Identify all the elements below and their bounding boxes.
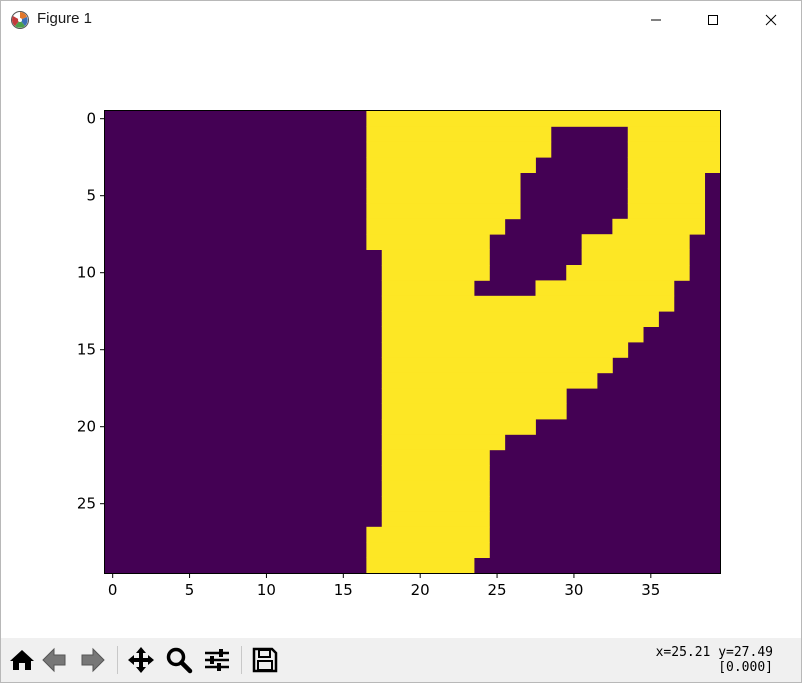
heatmap-cell-run [381,465,490,481]
cursor-coordinates: x=25.21 y=27.49 [0.000] [656,645,773,675]
title-bar[interactable]: Figure 1 [1,1,801,39]
heatmap-cell-run [366,141,552,158]
x-tick-label: 20 [411,581,430,599]
close-button[interactable] [748,1,794,39]
x-tick-label: 30 [564,581,583,599]
heatmap-cell-run [366,172,521,189]
heatmap-cell-run [381,249,490,266]
axes-frame [104,110,721,574]
heatmap-cell-run [366,542,490,558]
minimize-icon [651,19,661,21]
heatmap-cell-run [381,434,506,451]
x-tick-label: 5 [185,581,195,599]
matplotlib-icon [11,11,29,29]
x-axis: 0 5 10 15 20 25 30 35 [108,573,660,599]
heatmap-cell-run [627,126,721,143]
x-tick-label: 0 [108,581,118,599]
heatmap-cell-run [366,157,536,173]
sliders-icon [205,649,229,671]
arrow-right-icon [81,647,105,673]
y-tick-label: 20 [77,418,96,436]
heatmap-cell-run [381,496,490,512]
y-tick-label: 15 [77,341,96,359]
heatmap-cells [105,111,721,574]
navigation-toolbar: x=25.21 y=27.49 [0.000] [1,638,801,682]
y-axis: 0 5 10 15 20 25 [77,110,105,513]
heatmap-cell-run [366,203,521,220]
heatmap-cell-run [535,280,675,297]
forward-button[interactable] [78,645,108,675]
heatmap-cell-run [627,188,706,204]
maximize-icon [708,15,718,25]
configure-subplots-button[interactable] [202,645,232,675]
minimize-button[interactable] [633,1,679,39]
x-tick-label: 25 [488,581,507,599]
zoom-button[interactable] [164,645,194,675]
heatmap-cell-run [627,141,721,158]
heatmap-cell-run [381,265,490,281]
heatmap-cell-run [366,111,721,127]
save-button[interactable] [250,645,280,675]
floppy-disk-icon [252,647,278,673]
heatmap-cell-run [381,419,536,435]
heatmap-cell-run [627,157,721,173]
heatmap-cell-run [366,234,490,250]
x-tick-label: 15 [334,581,353,599]
heatmap-cell-run [381,295,675,312]
heatmap-cell-run [366,188,521,204]
toolbar-separator [117,646,118,674]
window-title: Figure 1 [37,10,93,27]
y-tick-label: 10 [77,264,96,282]
figure-canvas[interactable]: 0 5 10 15 20 25 30 35 0 5 10 15 20 25 [1,39,801,636]
x-tick-label: 35 [641,581,660,599]
heatmap-cell-run [381,326,644,343]
heatmap-cell-run [381,388,567,404]
toolbar-separator [241,646,242,674]
heatmap-cell-run [381,280,475,297]
heatmap-cell-run [381,403,567,420]
magnifier-icon [166,647,193,674]
y-tick-label: 5 [86,187,96,205]
heatmap-cell-run [381,311,659,327]
heatmap-cell-run [381,357,613,374]
heatmap-cell-run [381,449,490,466]
coords-xy: x=25.21 y=27.49 [655,645,773,660]
heatmap-cell-run [581,249,690,266]
x-tick-label: 10 [257,581,276,599]
home-icon [10,650,34,670]
heatmap-cell-run [381,342,629,358]
maximize-button[interactable] [690,1,736,39]
heatmap-cell-run [381,372,598,389]
heatmap-cell-run [366,218,506,235]
heatmap-cell-run [381,480,490,497]
heatmap-cell-run [366,526,490,543]
heatmap-plot[interactable]: 0 5 10 15 20 25 30 35 0 5 10 15 20 25 [1,39,801,636]
heatmap-cell-run [627,172,706,189]
close-icon [765,14,777,26]
y-tick-label: 0 [86,110,96,128]
home-button[interactable] [7,645,37,675]
heatmap-cell-run [366,557,475,574]
y-tick-label: 25 [77,495,96,513]
arrow-left-icon [42,647,66,673]
heatmap-cell-run [366,126,552,143]
pan-button[interactable] [126,645,156,675]
heatmap-cell-run [566,265,690,281]
coords-value: [0.000] [718,660,773,675]
heatmap-cell-run [581,234,690,250]
heatmap-cell-run [612,218,706,235]
heatmap-cell-run [381,511,490,528]
back-button[interactable] [39,645,69,675]
heatmap-cell-run [627,203,706,220]
move-icon [128,647,154,673]
